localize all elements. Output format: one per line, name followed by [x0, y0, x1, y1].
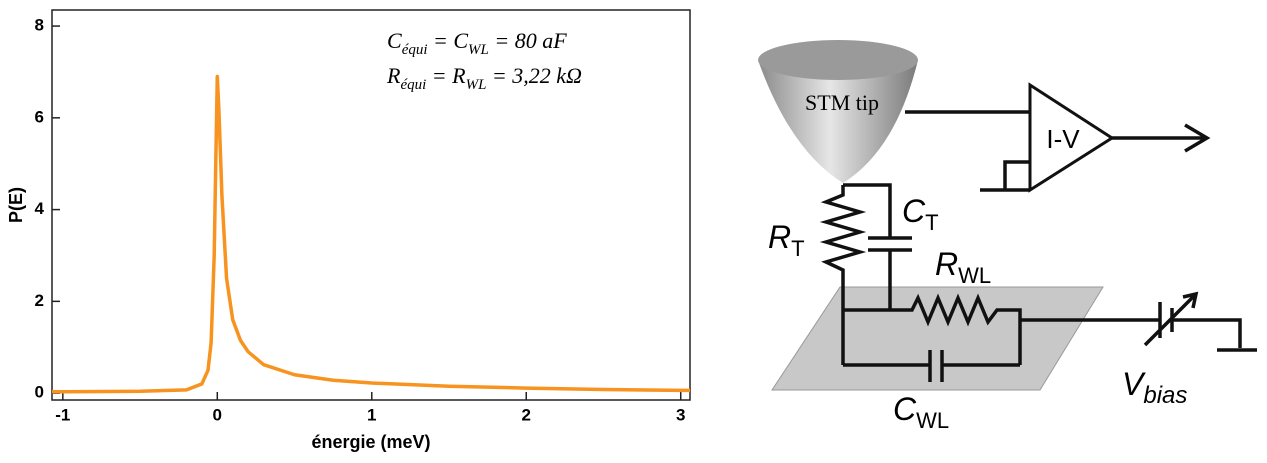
- label: CT: [902, 193, 939, 235]
- circuit: STM tip I-V CT RT RWL CWL Vbias: [758, 40, 1257, 433]
- x-tick-label: 2: [522, 405, 531, 424]
- y-tick-label: 8: [35, 16, 44, 35]
- output-arrow: [1112, 123, 1211, 153]
- bias-source: [1143, 291, 1199, 347]
- y-tick-label: 2: [35, 291, 44, 310]
- capacitor-wl: [843, 350, 1020, 382]
- stm-tip-top: [758, 40, 918, 80]
- ground: [980, 160, 1030, 192]
- x-tick-label: 1: [367, 405, 376, 424]
- resistor-wl: [843, 293, 1257, 365]
- label: RWL: [935, 246, 991, 288]
- plot-frame: [51, 9, 691, 401]
- annotation: Réqui = RWL = 3,22 kΩ: [386, 63, 582, 93]
- label: CWL: [893, 391, 949, 433]
- label: STM tip: [805, 90, 879, 115]
- x-tick-label: -1: [55, 405, 70, 424]
- x-axis-label: énergie (meV): [311, 432, 430, 452]
- data-line: [52, 74, 690, 394]
- label: RT: [768, 219, 805, 261]
- resistor-t: [819, 185, 867, 365]
- y-tick-label: 6: [35, 107, 44, 126]
- annotation: Céqui = CWL = 80 aF: [387, 28, 567, 58]
- stm-tip: [758, 60, 918, 183]
- x-tick-label: 3: [676, 405, 685, 424]
- x-tick-label: 0: [213, 405, 222, 424]
- y-tick-label: 4: [35, 199, 45, 218]
- capacitor-t: [843, 183, 912, 310]
- y-axis-label: P(E): [6, 187, 26, 223]
- label: I-V: [1046, 124, 1080, 154]
- label: Vbias: [1122, 366, 1187, 409]
- amplifier: [1028, 82, 1115, 193]
- y-tick-label: 0: [35, 383, 44, 402]
